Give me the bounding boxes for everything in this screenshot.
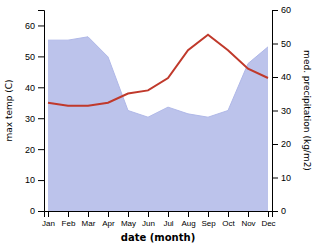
tick-label: 10 bbox=[281, 173, 291, 183]
tick: Sep bbox=[201, 211, 216, 228]
tick: 50 bbox=[25, 52, 44, 62]
tick-mark bbox=[128, 211, 129, 217]
tick-label: 40 bbox=[281, 72, 291, 82]
tick-mark bbox=[272, 77, 278, 78]
x-axis-title: date (month) bbox=[121, 232, 195, 243]
tick-label: Jun bbox=[142, 219, 155, 228]
tick-label: 30 bbox=[281, 106, 291, 116]
tick-mark bbox=[38, 87, 44, 88]
tick: Apr bbox=[102, 211, 115, 228]
tick-mark bbox=[38, 180, 44, 181]
tick-label: 20 bbox=[281, 139, 291, 149]
tick: 40 bbox=[25, 83, 44, 93]
tick-mark bbox=[38, 118, 44, 119]
plot-root: Jan Feb Mar Apr May Jun Jul Aug Sep Oct Nov Dec 0 10 2… bbox=[4, 5, 312, 243]
tick-mark bbox=[68, 211, 69, 217]
tick-label: 60 bbox=[25, 21, 35, 31]
tick-label: Mar bbox=[82, 219, 96, 228]
y2-axis: 0 10 20 30 40 50 60 bbox=[272, 5, 291, 216]
tick-label: Sep bbox=[201, 219, 216, 228]
tick-label: 60 bbox=[281, 5, 291, 15]
tick: 10 bbox=[25, 175, 44, 185]
tick-label: Feb bbox=[62, 219, 76, 228]
tick-label: 30 bbox=[25, 114, 35, 124]
tick-label: Nov bbox=[241, 219, 255, 228]
area bbox=[48, 37, 268, 211]
tick-mark bbox=[272, 144, 278, 145]
tick-label: Jan bbox=[42, 219, 55, 228]
tick-mark bbox=[188, 211, 189, 217]
y-axis: 0 10 20 30 40 50 60 bbox=[25, 11, 45, 217]
tick: 0 bbox=[30, 206, 44, 216]
tick: Jan bbox=[42, 211, 55, 228]
tick-label: 0 bbox=[281, 206, 286, 216]
tick-label: 50 bbox=[281, 39, 291, 49]
tick: May bbox=[121, 211, 136, 228]
tick-label: Aug bbox=[181, 219, 195, 228]
tick-mark bbox=[268, 211, 269, 217]
tick-mark bbox=[228, 211, 229, 217]
tick: Nov bbox=[241, 211, 255, 228]
tick-label: May bbox=[121, 219, 136, 228]
tick-label: 0 bbox=[30, 206, 35, 216]
tick: Feb bbox=[62, 211, 76, 228]
tick-label: Apr bbox=[102, 219, 115, 228]
tick: 40 bbox=[272, 72, 291, 82]
tick-mark bbox=[272, 111, 278, 112]
tick: 30 bbox=[272, 106, 291, 116]
y-axis-title: max temp (C) bbox=[4, 79, 14, 141]
axis-line bbox=[38, 11, 45, 212]
tick-mark bbox=[168, 211, 169, 217]
tick-mark bbox=[108, 211, 109, 217]
tick-mark bbox=[38, 211, 44, 212]
tick-mark bbox=[272, 211, 278, 212]
tick-mark bbox=[148, 211, 149, 217]
tick: Oct bbox=[222, 211, 235, 228]
tick: Jul bbox=[163, 211, 173, 228]
tick-label: 20 bbox=[25, 145, 35, 155]
tick-mark bbox=[38, 149, 44, 150]
tick: 60 bbox=[25, 21, 44, 31]
tick: 50 bbox=[272, 39, 291, 49]
y2-axis-title: med. precipitation (kg/m2) bbox=[302, 50, 312, 171]
tick: 60 bbox=[272, 5, 291, 15]
line bbox=[48, 35, 268, 106]
tick-mark bbox=[272, 44, 278, 45]
tick-mark bbox=[272, 178, 278, 179]
tick-label: 40 bbox=[25, 83, 35, 93]
tick-mark bbox=[38, 25, 44, 26]
chart: Jan Feb Mar Apr May Jun Jul Aug Sep Oct Nov Dec 0 10 2… bbox=[0, 0, 318, 247]
tick-label: Dec bbox=[261, 219, 275, 228]
tick: 10 bbox=[272, 173, 291, 183]
tick: Aug bbox=[181, 211, 195, 228]
axis-line bbox=[273, 11, 279, 212]
tick-label: Jul bbox=[163, 219, 173, 228]
plot-area bbox=[48, 35, 268, 211]
tick: Jun bbox=[142, 211, 155, 228]
tick-label: 50 bbox=[25, 52, 35, 62]
tick: 30 bbox=[25, 114, 44, 124]
x-axis: Jan Feb Mar Apr May Jun Jul Aug Sep Oct Nov Dec bbox=[42, 211, 276, 228]
tick-mark bbox=[248, 211, 249, 217]
tick-mark bbox=[208, 211, 209, 217]
tick: 0 bbox=[272, 206, 286, 216]
tick: Mar bbox=[82, 211, 96, 228]
tick: 20 bbox=[25, 145, 44, 155]
tick-mark bbox=[38, 56, 44, 57]
tick: 20 bbox=[272, 139, 291, 149]
tick-mark bbox=[48, 211, 49, 217]
tick-label: Oct bbox=[222, 219, 235, 228]
tick-label: 10 bbox=[25, 175, 35, 185]
axis-line bbox=[45, 212, 273, 218]
tick-mark bbox=[272, 10, 278, 11]
tick: Dec bbox=[261, 211, 275, 228]
tick-mark bbox=[88, 211, 89, 217]
